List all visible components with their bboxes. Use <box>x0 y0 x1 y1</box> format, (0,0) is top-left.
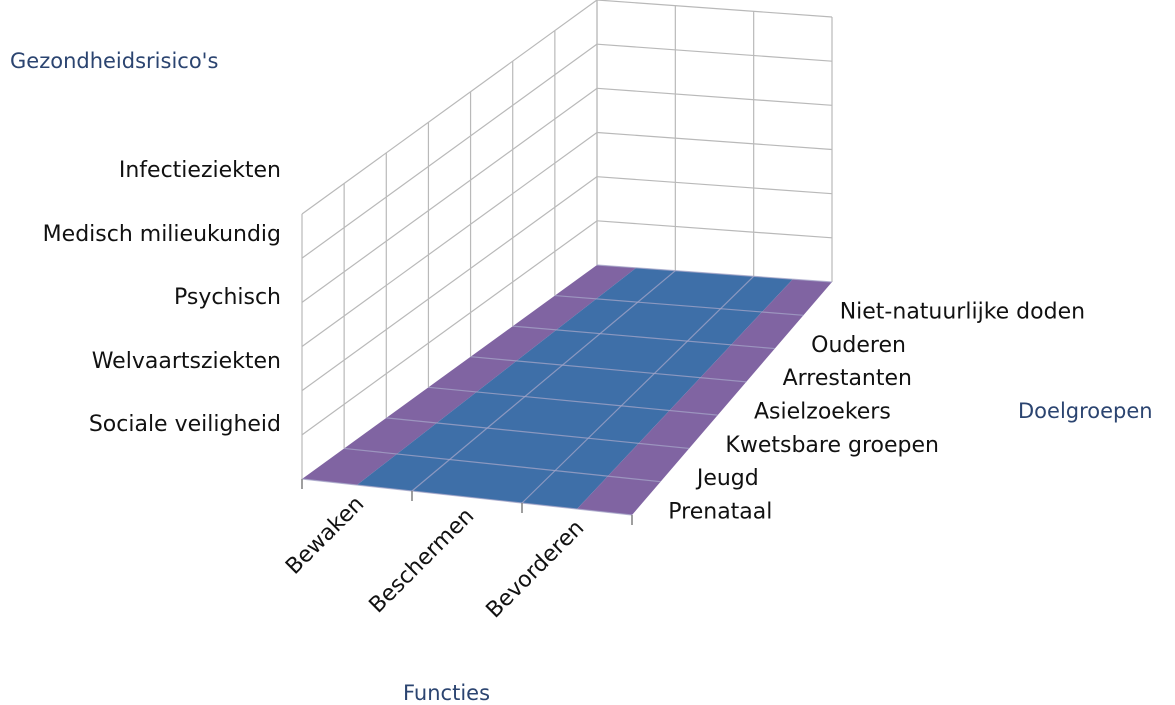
floor-band-center <box>357 267 793 509</box>
left-wall-hline <box>301 87 598 303</box>
left-wall-hline <box>301 220 598 436</box>
back-wall-hline <box>596 131 833 151</box>
y-tick-label: Arrestanten <box>783 366 912 391</box>
left-wall-hline <box>301 43 598 259</box>
left-wall-hline <box>301 176 598 392</box>
left-wall-hline <box>301 132 598 347</box>
z-tick-label: Medisch milieukundig <box>43 222 281 247</box>
x-axis-title: Functies <box>403 681 490 705</box>
z-tick-labels: Sociale veiligheid Welvaartsziekten Psychi… <box>43 158 281 437</box>
floor-band-right <box>577 279 832 515</box>
left-wall-hline <box>301 0 598 215</box>
x-tick-label: Bevorderen <box>482 516 590 624</box>
floor-grid-line <box>301 478 633 516</box>
x-tick-label: Beschermen <box>365 504 480 619</box>
y-tick-label: Ouderen <box>811 333 906 358</box>
back-wall-hline <box>596 87 833 106</box>
y-tick-labels: Prenataal Jeugd Kwetsbare groepen Asielzoek… <box>668 300 1085 525</box>
x-tick-label: Bewaken <box>281 492 369 580</box>
floor-grid-line <box>596 264 833 283</box>
y-tick-label: Asielzoekers <box>754 400 891 425</box>
y-tick-label: Jeugd <box>695 466 759 491</box>
z-axis-title: Gezondheidsrisico's <box>10 49 218 73</box>
y-tick-label: Kwetsbare groepen <box>725 433 939 458</box>
floor-grid-line <box>521 275 755 504</box>
floor-grid-line <box>470 356 747 383</box>
floor-grid-line <box>344 447 661 483</box>
floor-band-left <box>302 265 637 485</box>
floor-grid-line <box>554 294 804 316</box>
chart-walls <box>301 0 833 479</box>
back-wall-hline <box>596 220 833 239</box>
back-wall-hline <box>596 176 833 195</box>
z-tick-label: Infectieziekten <box>119 158 281 183</box>
floor-grid-line <box>428 386 718 416</box>
back-wall-hline <box>596 43 833 62</box>
y-tick-label: Niet-natuurlijke doden <box>840 300 1085 325</box>
z-tick-label: Psychisch <box>174 285 281 310</box>
floor-grid-line <box>512 325 775 350</box>
floor-grid-line <box>386 417 690 450</box>
floor-grid-line <box>411 270 676 492</box>
back-wall-hline <box>596 0 833 18</box>
y-tick-label: Prenataal <box>668 499 772 524</box>
z-tick-label: Sociale veiligheid <box>89 412 281 437</box>
y-axis-title: Doelgroepen <box>1018 399 1153 423</box>
z-tick-label: Welvaartsziekten <box>92 349 281 374</box>
chart-floor <box>301 264 833 516</box>
